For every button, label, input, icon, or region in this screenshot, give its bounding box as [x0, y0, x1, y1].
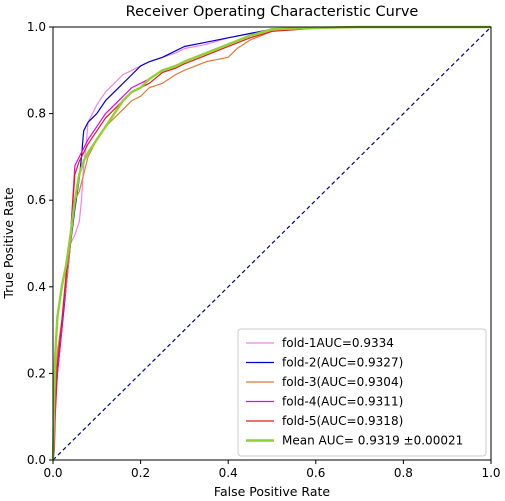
- axis-ticks: 0.0 0.2 0.4 0.6 0.8 1.0 0.0 0.2 0.4 0.6 0.8 1.0: [27, 20, 501, 480]
- x-tick-label: 0.4: [219, 466, 238, 480]
- legend-label-3: fold-3(AUC=0.9304): [282, 375, 403, 389]
- y-tick-label: 0.6: [27, 193, 46, 207]
- chart-title: Receiver Operating Characteristic Curve: [126, 4, 419, 20]
- y-tick-label: 0.4: [27, 280, 46, 294]
- legend-label-5: fold-5(AUC=0.9318): [282, 414, 403, 428]
- x-tick-label: 0.0: [43, 466, 62, 480]
- chance-diagonal-line: [52, 26, 492, 461]
- x-tick-label: 1.0: [481, 466, 500, 480]
- legend-label-4: fold-4(AUC=0.9311): [282, 395, 403, 409]
- plot-area: [51, 25, 492, 461]
- y-tick-label: 0.2: [27, 366, 46, 380]
- x-tick-label: 0.8: [394, 466, 413, 480]
- y-axis-label: True Positive Rate: [1, 187, 16, 300]
- y-tick-label: 0.0: [27, 453, 46, 467]
- roc-series-line-3: [52, 26, 491, 461]
- legend-label-1: fold-1AUC=0.9334: [282, 336, 394, 350]
- legend: fold-1AUC=0.9334 fold-2(AUC=0.9327) fold-3…: [237, 328, 487, 457]
- plot-frame: [52, 26, 492, 461]
- x-axis-label: False Positive Rate: [214, 484, 330, 499]
- x-tick-label: 0.6: [306, 466, 325, 480]
- legend-box: [237, 328, 487, 457]
- y-tick-label: 1.0: [27, 20, 46, 34]
- y-tick-label: 0.8: [27, 107, 46, 121]
- legend-label-2: fold-2(AUC=0.9327): [282, 356, 403, 370]
- x-tick-label: 0.2: [131, 466, 150, 480]
- legend-label-6: Mean AUC= 0.9319 ±0.00021: [282, 434, 463, 448]
- roc-series-line-6: [51, 25, 491, 461]
